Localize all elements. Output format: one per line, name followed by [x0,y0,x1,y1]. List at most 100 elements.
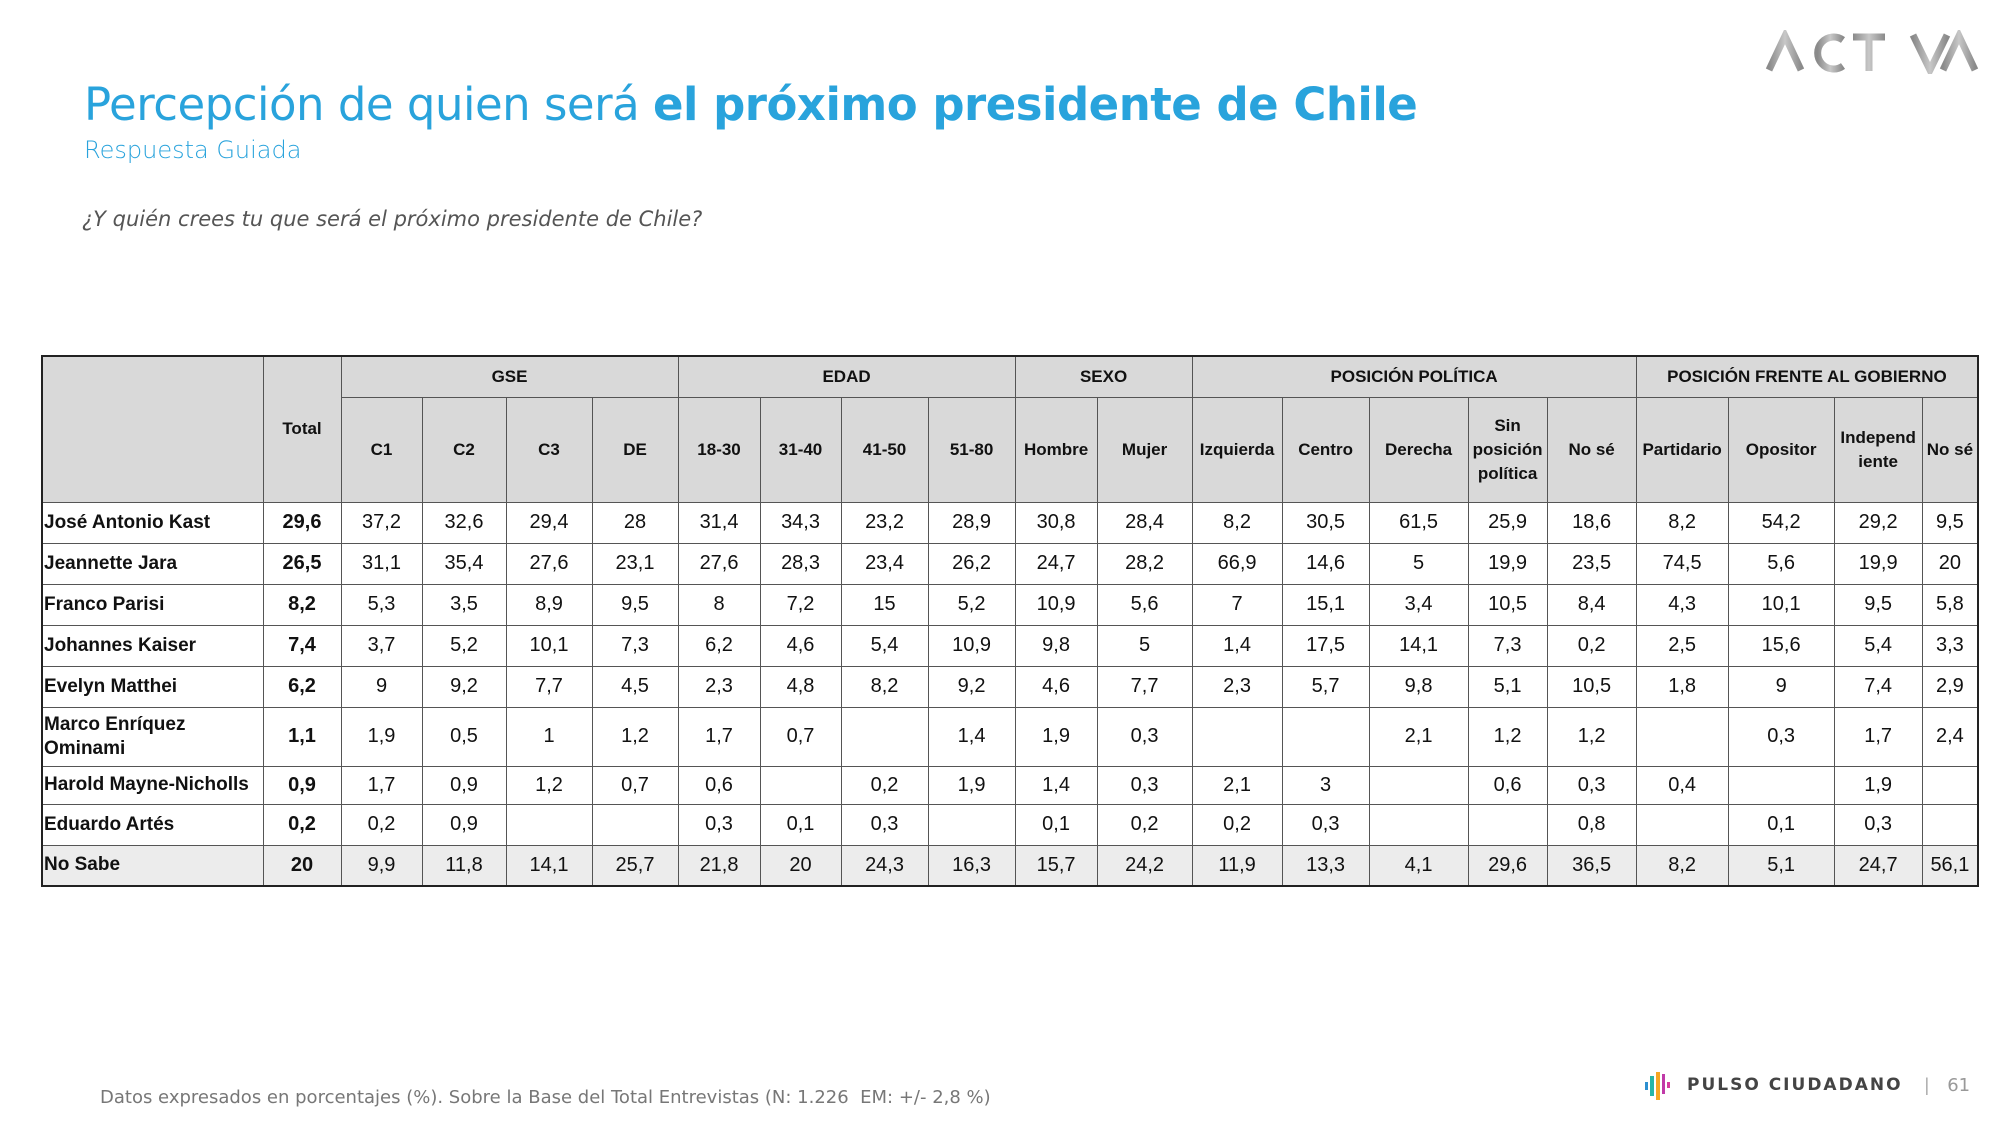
cell-value: 0,7 [759,706,842,767]
cell-value: 26,2 [927,542,1016,585]
cell-value: 0,6 [677,765,761,805]
group-header-posicion-gobierno: POSICIÓN FRENTE AL GOBIERNO [1635,355,1979,398]
cell-value: 8,2 [1191,501,1283,544]
cell-value: 8,2 [1635,501,1729,544]
cell-value: 28,2 [1096,542,1193,585]
cell-value: 0,7 [591,765,679,805]
cell-value: 1 [505,706,593,767]
cell-value: 5,4 [1833,624,1923,667]
cell-value: 15,1 [1281,583,1370,626]
column-header: Centro [1281,396,1370,503]
cell-value [927,803,1016,846]
column-header: No sé [1546,396,1637,503]
cell-value: 9 [340,665,423,708]
cell-value: 7,4 [1833,665,1923,708]
cell-value: 6,2 [677,624,761,667]
title-regular: Percepción de quien será [84,78,653,131]
cell-value: 1,2 [1467,706,1548,767]
cell-value: 0,1 [1014,803,1098,846]
group-header-edad: EDAD [677,355,1016,398]
cell-value: 18,6 [1546,501,1637,544]
cell-value: 14,1 [1368,624,1469,667]
cell-value: 54,2 [1727,501,1835,544]
cell-value: 29,6 [1467,844,1548,887]
cell-value: 28,3 [759,542,842,585]
table-row: Johannes Kaiser 7,4 3,7 5,2 10,1 7,3 6,2 4,6 5,4… [41,624,1979,667]
cell-value [1467,803,1548,846]
table-row: José Antonio Kast 29,6 37,2 32,6 29,4 28 31,4 3… [41,501,1979,544]
cell-value: 5 [1096,624,1193,667]
results-table: Total GSE EDAD SEXO POSICIÓN POLÍTICA PO… [41,355,1980,887]
cell-value: 29,2 [1833,501,1923,544]
candidate-name: Harold Mayne-Nicholls [41,765,264,805]
candidate-name: Eduardo Artés [41,803,264,846]
cell-value: 9,5 [591,583,679,626]
page-number: 61 [1947,1074,1971,1096]
cell-value: 5,1 [1467,665,1548,708]
cell-value: 5,3 [340,583,423,626]
cell-value: 23,1 [591,542,679,585]
cell-value: 5,2 [927,583,1016,626]
column-header: DE [591,396,679,503]
cell-value: 28 [591,501,679,544]
cell-value: 8,2 [840,665,929,708]
divider: | [1924,1074,1930,1095]
cell-value: 30,5 [1281,501,1370,544]
cell-value: 24,2 [1096,844,1193,887]
column-header: 18-30 [677,396,761,503]
cell-value: 61,5 [1368,501,1469,544]
cell-value: 5,6 [1096,583,1193,626]
cell-value: 8 [677,583,761,626]
cell-value: 9,8 [1014,624,1098,667]
cell-value: 1,7 [677,706,761,767]
cell-value: 10,5 [1467,583,1548,626]
cell-value: 4,6 [1014,665,1098,708]
cell-value: 34,3 [759,501,842,544]
cell-value: 23,4 [840,542,929,585]
cell-value [1368,803,1469,846]
cell-value: 4,5 [591,665,679,708]
column-header: 51-80 [927,396,1016,503]
cell-value [1921,803,1979,846]
cell-value: 15 [840,583,929,626]
cell-value: 21,8 [677,844,761,887]
cell-value: 0,9 [421,765,507,805]
cell-value: 11,9 [1191,844,1283,887]
cell-value: 16,3 [927,844,1016,887]
cell-value: 2,5 [1635,624,1729,667]
cell-value: 5,1 [1727,844,1835,887]
page-subtitle: Respuesta Guiada [84,136,302,164]
group-header-sexo: SEXO [1014,355,1193,398]
cell-value [1727,765,1835,805]
pulso-ciudadano-name: PULSO CIUDADANO [1687,1075,1903,1095]
cell-value: 0,3 [1727,706,1835,767]
cell-value: 25,9 [1467,501,1548,544]
total-value: 20 [262,844,342,887]
cell-value: 19,9 [1833,542,1923,585]
candidate-name: José Antonio Kast [41,501,264,544]
cell-value: 35,4 [421,542,507,585]
page-title: Percepción de quien será el próximo pres… [84,78,1418,131]
cell-value: 7,3 [1467,624,1548,667]
total-value: 6,2 [262,665,342,708]
cell-value: 27,6 [505,542,593,585]
cell-value: 0,2 [1546,624,1637,667]
total-value: 8,2 [262,583,342,626]
cell-value: 36,5 [1546,844,1637,887]
cell-value: 4,6 [759,624,842,667]
cell-value: 9,2 [927,665,1016,708]
cell-value: 24,7 [1014,542,1098,585]
cell-value: 2,1 [1368,706,1469,767]
cell-value: 1,4 [1191,624,1283,667]
cell-value: 0,3 [1833,803,1923,846]
cell-value: 17,5 [1281,624,1370,667]
cell-value: 4,3 [1635,583,1729,626]
cell-value: 5,2 [421,624,507,667]
cell-value: 9,9 [340,844,423,887]
cell-value: 10,9 [927,624,1016,667]
column-header: C1 [340,396,423,503]
cell-value: 5,7 [1281,665,1370,708]
table-row: Franco Parisi 8,2 5,3 3,5 8,9 9,5 8 7,2 15 5,2 10,… [41,583,1979,626]
candidate-name: Jeannette Jara [41,542,264,585]
cell-value: 32,6 [421,501,507,544]
